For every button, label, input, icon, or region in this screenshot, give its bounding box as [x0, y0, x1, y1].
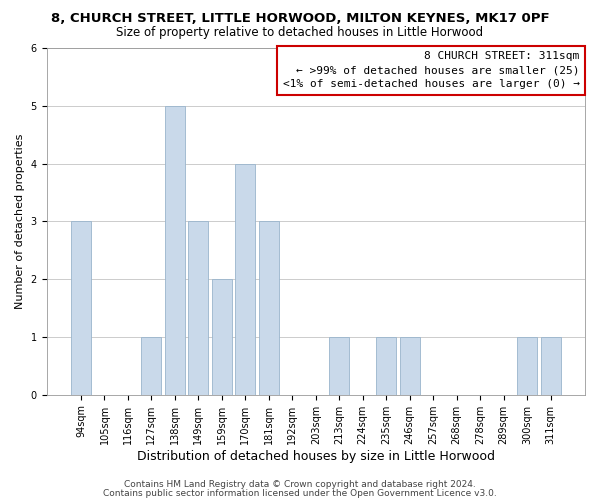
Bar [142, 337, 161, 394]
Bar [259, 222, 279, 394]
Text: 8 CHURCH STREET: 311sqm
← >99% of detached houses are smaller (25)
<1% of semi-d: 8 CHURCH STREET: 311sqm ← >99% of detach… [283, 52, 580, 90]
Bar [71, 222, 91, 394]
Bar [329, 337, 349, 394]
Bar [165, 106, 185, 395]
Text: Contains HM Land Registry data © Crown copyright and database right 2024.: Contains HM Land Registry data © Crown c… [124, 480, 476, 489]
X-axis label: Distribution of detached houses by size in Little Horwood: Distribution of detached houses by size … [137, 450, 495, 462]
Text: Size of property relative to detached houses in Little Horwood: Size of property relative to detached ho… [116, 26, 484, 39]
Bar [541, 337, 560, 394]
Bar [212, 279, 232, 394]
Bar [188, 222, 208, 394]
Bar [400, 337, 419, 394]
Text: Contains public sector information licensed under the Open Government Licence v3: Contains public sector information licen… [103, 488, 497, 498]
Bar [235, 164, 256, 394]
Bar [517, 337, 537, 394]
Text: 8, CHURCH STREET, LITTLE HORWOOD, MILTON KEYNES, MK17 0PF: 8, CHURCH STREET, LITTLE HORWOOD, MILTON… [50, 12, 550, 26]
Y-axis label: Number of detached properties: Number of detached properties [15, 134, 25, 309]
Bar [376, 337, 396, 394]
